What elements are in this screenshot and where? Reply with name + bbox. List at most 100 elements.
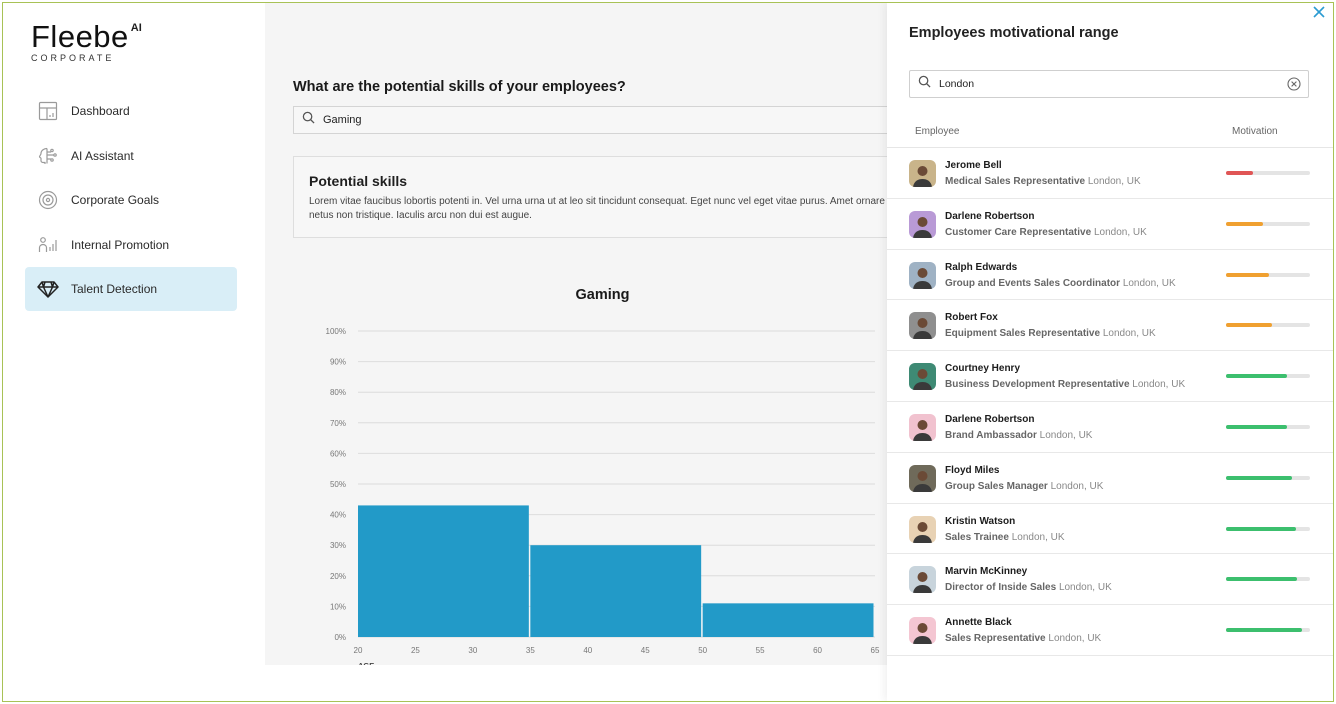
logo-sub: CORPORATE xyxy=(31,53,115,63)
employee-name: Courtney Henry xyxy=(945,363,1021,375)
close-panel-button[interactable] xyxy=(1313,5,1325,23)
column-header-motivation: Motivation xyxy=(1232,126,1278,137)
sidebar-item-internal-promotion[interactable]: Internal Promotion xyxy=(25,223,237,267)
employee-role-line: Business Development Representative Lond… xyxy=(945,379,1185,390)
histogram-bar xyxy=(702,603,874,637)
table-row[interactable]: Floyd Miles Group Sales Manager London, U… xyxy=(887,453,1333,504)
employee-location: London, UK xyxy=(1087,176,1141,187)
sidebar-item-label: Talent Detection xyxy=(71,282,158,297)
panel-title: Employees motivational range xyxy=(909,25,1119,41)
skill-search-input[interactable] xyxy=(323,114,863,126)
avatar xyxy=(909,160,936,187)
x-tick-label: 25 xyxy=(411,646,420,655)
potential-skills-title: Potential skills xyxy=(309,173,408,189)
skill-search-box xyxy=(293,106,889,134)
employee-search-input[interactable] xyxy=(939,78,1279,90)
potential-skills-text: Lorem vitae faucibus lobortis potenti in… xyxy=(309,196,885,221)
motivation-bar xyxy=(1226,526,1310,531)
table-row[interactable]: Courtney Henry Business Development Repre… xyxy=(887,351,1333,402)
employee-role-line: Group and Events Sales Coordinator Londo… xyxy=(945,278,1176,289)
employee-role: Equipment Sales Representative xyxy=(945,328,1101,340)
employee-name: Darlene Robertson xyxy=(945,413,1035,425)
column-header-employee: Employee xyxy=(915,126,960,137)
x-tick-label: 40 xyxy=(583,646,592,655)
y-tick-label: 100% xyxy=(326,327,346,336)
table-row[interactable]: Kristin Watson Sales Trainee London, UK xyxy=(887,504,1333,555)
avatar xyxy=(909,210,936,238)
motivation-bar-fill xyxy=(1226,424,1288,429)
motivation-bar xyxy=(1226,628,1310,633)
motivation-bar xyxy=(1226,171,1310,175)
y-tick-label: 50% xyxy=(330,480,346,489)
sidebar-item-label: Internal Promotion xyxy=(71,237,170,252)
table-row[interactable]: Darlene Robertson Brand Ambassador London… xyxy=(887,402,1333,453)
logo-sup: AI xyxy=(130,22,142,34)
employee-role-line: Customer Care Representative London, UK xyxy=(945,227,1147,238)
table-row[interactable]: Jerome Bell Medical Sales Representative … xyxy=(887,148,1333,199)
motivation-bar-fill xyxy=(1226,526,1296,531)
employees-panel: Employees motivational range Employee Mo… xyxy=(887,3,1333,701)
promotion-icon xyxy=(37,234,59,256)
motivation-bar xyxy=(1226,577,1310,582)
table-row[interactable]: Ralph Edwards Group and Events Sales Coor… xyxy=(887,250,1333,301)
employee-name: Ralph Edwards xyxy=(945,261,1018,273)
motivation-bar-fill xyxy=(1226,272,1269,277)
x-tick-label: 60 xyxy=(813,646,822,655)
motivation-bar-fill xyxy=(1226,323,1273,328)
sidebar-item-label: Corporate Goals xyxy=(71,193,160,208)
avatar xyxy=(909,363,936,391)
employee-location: London, UK xyxy=(1058,582,1112,594)
table-row[interactable]: Annette Black Sales Representative London… xyxy=(887,605,1333,656)
search-icon xyxy=(302,111,315,129)
avatar xyxy=(909,515,936,543)
potential-skills-card: Potential skills Lorem vitae faucibus lo… xyxy=(293,156,889,238)
motivation-bar xyxy=(1226,323,1310,328)
avatar xyxy=(909,464,936,492)
avatar xyxy=(909,413,936,441)
employee-location: London, UK xyxy=(1048,633,1102,645)
employee-role: Group and Events Sales Coordinator xyxy=(945,277,1121,289)
histogram-bar xyxy=(530,545,702,637)
employee-location: London, UK xyxy=(1011,531,1065,543)
clear-search-icon[interactable] xyxy=(1287,77,1301,91)
search-icon xyxy=(918,75,931,93)
employee-location: London, UK xyxy=(1093,226,1147,238)
sidebar-item-dashboard[interactable]: Dashboard xyxy=(25,89,237,133)
x-tick-label: 20 xyxy=(354,646,363,655)
employee-role-line: Group Sales Manager London, UK xyxy=(945,481,1103,492)
employee-role-line: Sales Representative London, UK xyxy=(945,633,1101,644)
avatar xyxy=(909,312,936,340)
employee-role: Brand Ambassador xyxy=(945,429,1037,441)
table-row[interactable]: Darlene Robertson Customer Care Represent… xyxy=(887,199,1333,250)
motivation-bar xyxy=(1226,221,1310,226)
y-tick-label: 10% xyxy=(330,602,346,611)
sidebar-item-talent-detection[interactable]: Talent Detection xyxy=(25,267,237,312)
table-row[interactable]: Robert Fox Equipment Sales Representative… xyxy=(887,300,1333,352)
employee-name: Floyd Miles xyxy=(945,464,1000,476)
avatar xyxy=(909,617,936,645)
employee-search-box xyxy=(909,70,1309,98)
table-row[interactable]: Marvin McKinney Director of Inside Sales … xyxy=(887,554,1333,606)
y-tick-label: 40% xyxy=(330,511,346,520)
chart-svg: Gaming 0% 10% 20% 30% 40% 50% 60% 70% 80% 90% 100% 2… xyxy=(326,287,880,665)
motivation-bar-fill xyxy=(1226,628,1303,633)
sidebar-item-corporate-goals[interactable]: Corporate Goals xyxy=(25,178,237,222)
avatar xyxy=(909,261,936,289)
x-tick-label: 65 xyxy=(871,646,880,655)
employee-role-line: Medical Sales Representative London, UK xyxy=(945,176,1141,187)
motivation-bar-fill xyxy=(1226,374,1288,379)
gaming-chart: Gaming 0% 10% 20% 30% 40% 50% 60% 70% 80% 90% 100% 2… xyxy=(265,279,889,665)
x-tick-label: 30 xyxy=(468,646,477,655)
employee-location: London, UK xyxy=(1132,379,1186,391)
employee-role: Sales Representative xyxy=(945,633,1046,645)
y-tick-label: 80% xyxy=(330,388,346,397)
brain-icon xyxy=(37,145,59,167)
employee-role: Director of Inside Sales xyxy=(945,582,1057,594)
sidebar-item-ai-assistant[interactable]: AI Assistant xyxy=(25,134,237,178)
page-title: What are the potential skills of your em… xyxy=(293,79,626,95)
diamond-icon xyxy=(37,278,59,300)
sidebar-item-label: Dashboard xyxy=(71,104,130,118)
x-tick-label: 55 xyxy=(756,646,765,655)
avatar xyxy=(909,566,936,594)
employee-location: London, UK xyxy=(1050,480,1104,492)
